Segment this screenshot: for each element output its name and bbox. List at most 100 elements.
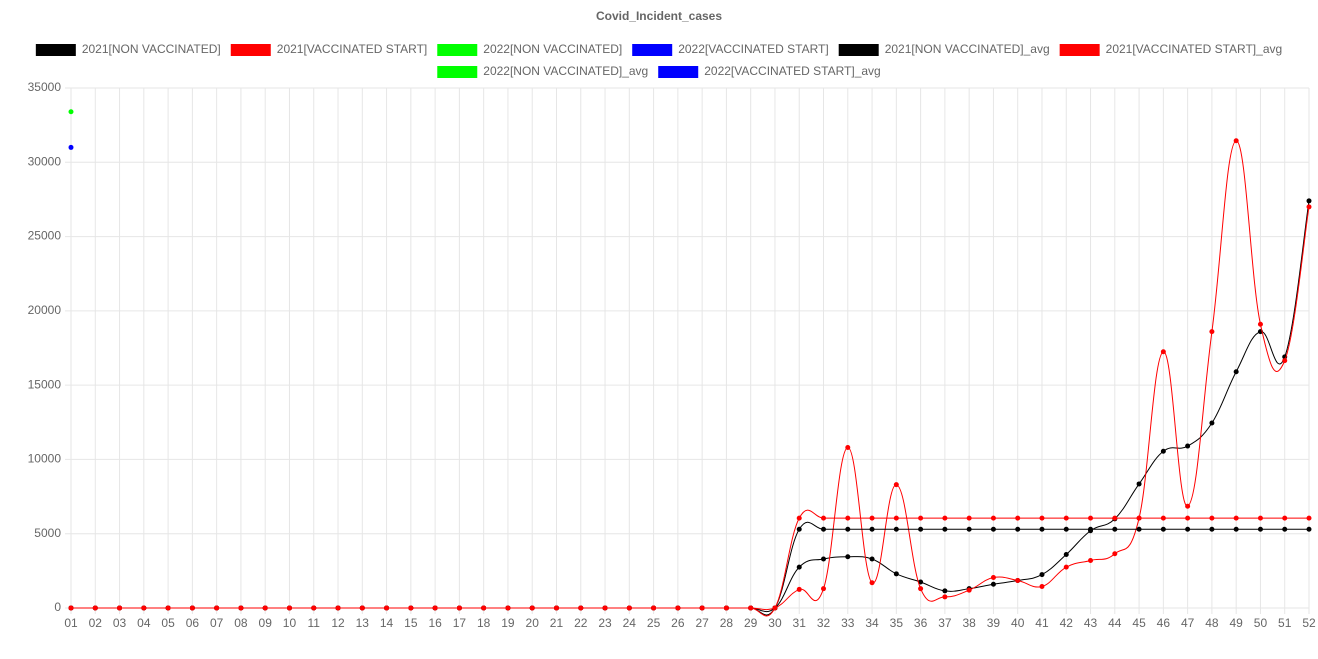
data-point bbox=[796, 586, 802, 592]
data-point bbox=[845, 445, 851, 451]
data-point bbox=[1136, 526, 1142, 532]
x-tick-label: 29 bbox=[744, 616, 758, 630]
data-point bbox=[869, 526, 875, 532]
legend-item[interactable]: 2021[VACCINATED START] bbox=[230, 42, 428, 56]
data-point bbox=[1257, 515, 1263, 521]
data-point bbox=[1209, 515, 1215, 521]
data-point bbox=[92, 605, 98, 611]
data-point bbox=[821, 515, 827, 521]
x-tick-label: 47 bbox=[1181, 616, 1195, 630]
data-point bbox=[942, 515, 948, 521]
y-tick-label: 25000 bbox=[28, 229, 62, 243]
data-point bbox=[359, 605, 365, 611]
x-tick-label: 18 bbox=[477, 616, 491, 630]
y-tick-label: 30000 bbox=[28, 154, 62, 168]
legend-item[interactable]: 2021[NON VACCINATED] bbox=[35, 42, 221, 56]
legend-item[interactable]: 2022[NON VACCINATED] bbox=[437, 42, 622, 56]
x-tick-label: 02 bbox=[89, 616, 103, 630]
x-tick-label: 32 bbox=[817, 616, 831, 630]
data-point bbox=[990, 515, 996, 521]
x-tick-label: 51 bbox=[1278, 616, 1292, 630]
data-point bbox=[893, 515, 899, 521]
x-tick-label: 20 bbox=[526, 616, 540, 630]
data-point bbox=[214, 605, 220, 611]
data-point bbox=[1306, 204, 1312, 210]
data-point bbox=[772, 605, 778, 611]
data-point bbox=[1257, 526, 1263, 532]
data-point bbox=[1039, 526, 1045, 532]
x-tick-label: 05 bbox=[161, 616, 175, 630]
y-tick-label: 15000 bbox=[28, 377, 62, 391]
data-point bbox=[1088, 557, 1094, 563]
data-point bbox=[68, 605, 74, 611]
data-point bbox=[966, 526, 972, 532]
data-point bbox=[432, 605, 438, 611]
data-point bbox=[529, 605, 535, 611]
data-point bbox=[1136, 515, 1142, 521]
x-tick-label: 12 bbox=[331, 616, 345, 630]
x-tick-label: 35 bbox=[890, 616, 904, 630]
data-point bbox=[893, 571, 899, 577]
data-point bbox=[505, 605, 511, 611]
legend-item[interactable]: 2021[NON VACCINATED]_avg bbox=[838, 42, 1050, 56]
data-point bbox=[1015, 515, 1021, 521]
x-tick-label: 09 bbox=[259, 616, 273, 630]
legend-swatch bbox=[632, 44, 673, 56]
data-point bbox=[796, 564, 802, 570]
legend-swatch bbox=[437, 44, 478, 56]
x-tick-label: 52 bbox=[1302, 616, 1316, 630]
data-point bbox=[1257, 321, 1263, 327]
x-tick-label: 13 bbox=[356, 616, 370, 630]
x-tick-label: 19 bbox=[501, 616, 515, 630]
legend-swatch bbox=[35, 44, 76, 56]
data-point bbox=[942, 588, 948, 594]
x-tick-label: 23 bbox=[598, 616, 612, 630]
data-point bbox=[1112, 526, 1118, 532]
legend-label: 2022[VACCINATED START]_avg bbox=[704, 64, 881, 78]
legend-item[interactable]: 2022[NON VACCINATED]_avg bbox=[437, 64, 648, 78]
legend-swatch bbox=[838, 44, 879, 56]
data-point bbox=[1160, 526, 1166, 532]
legend-item[interactable]: 2022[VACCINATED START] bbox=[632, 42, 829, 56]
data-point bbox=[408, 605, 414, 611]
data-point bbox=[1185, 443, 1191, 449]
chart-title: Covid_Incident_cases bbox=[596, 9, 722, 23]
x-tick-label: 26 bbox=[671, 616, 685, 630]
data-point bbox=[990, 575, 996, 581]
data-point bbox=[1088, 515, 1094, 521]
data-point bbox=[1112, 551, 1118, 557]
x-tick-label: 15 bbox=[404, 616, 418, 630]
legend: 2021[NON VACCINATED] 2021[VACCINATED STAR… bbox=[35, 42, 1283, 78]
data-point bbox=[189, 605, 195, 611]
data-point bbox=[723, 605, 729, 611]
data-point bbox=[675, 605, 681, 611]
x-tick-label: 25 bbox=[647, 616, 661, 630]
legend-item[interactable]: 2022[VACCINATED START]_avg bbox=[658, 64, 881, 78]
x-tick-label: 43 bbox=[1084, 616, 1098, 630]
legend-swatch bbox=[658, 66, 699, 78]
data-point bbox=[748, 605, 754, 611]
data-point bbox=[286, 605, 292, 611]
data-point bbox=[141, 605, 147, 611]
data-point bbox=[311, 605, 317, 611]
x-tick-label: 06 bbox=[186, 616, 200, 630]
data-point bbox=[1039, 583, 1045, 589]
data-point bbox=[1063, 552, 1069, 558]
legend-swatch bbox=[1059, 44, 1100, 56]
data-point bbox=[1185, 503, 1191, 509]
x-tick-label: 01 bbox=[64, 616, 78, 630]
data-point bbox=[68, 109, 74, 115]
x-tick-label: 10 bbox=[283, 616, 297, 630]
data-point bbox=[821, 586, 827, 592]
data-point bbox=[1063, 564, 1069, 570]
data-point bbox=[1306, 526, 1312, 532]
data-point bbox=[1015, 526, 1021, 532]
data-point bbox=[1233, 138, 1239, 144]
data-point bbox=[918, 526, 924, 532]
legend-label: 2021[NON VACCINATED] bbox=[82, 42, 221, 56]
data-point bbox=[845, 515, 851, 521]
legend-item[interactable]: 2021[VACCINATED START]_avg bbox=[1059, 42, 1283, 56]
x-tick-label: 31 bbox=[793, 616, 807, 630]
x-tick-label: 24 bbox=[623, 616, 637, 630]
